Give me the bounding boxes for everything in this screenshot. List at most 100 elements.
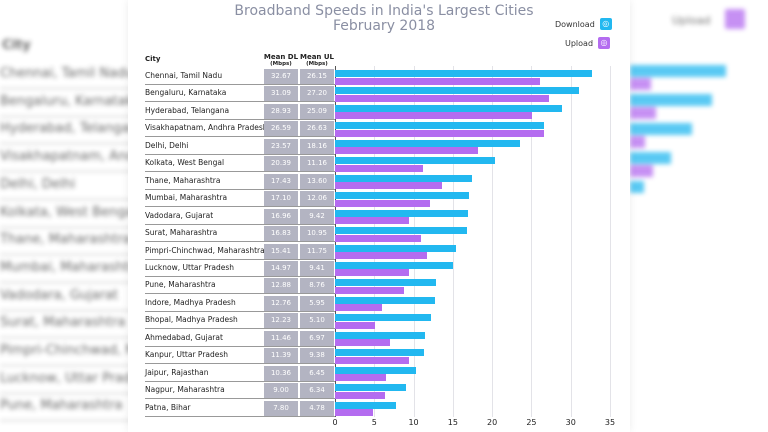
ul-value: 11.16	[300, 156, 334, 172]
dl-value: 20.39	[264, 156, 298, 172]
city-label: Pune, Maharashtra	[145, 280, 216, 290]
ul-value: 6.34	[300, 383, 334, 399]
download-bar	[335, 331, 426, 339]
city-label: Pimpri-Chinchwad, Maharashtra	[145, 245, 265, 255]
bg-city-label: Hyderabad, Telangana	[0, 117, 133, 145]
upload-bar	[335, 147, 478, 155]
table-row: Surat, Maharashtra 16.83 10.95	[145, 225, 335, 243]
gridline	[610, 66, 611, 417]
upload-bar	[335, 391, 385, 399]
dl-value: 11.46	[264, 330, 298, 346]
upload-bar	[335, 94, 549, 102]
ul-value: 9.38	[300, 348, 334, 364]
download-bar	[335, 192, 470, 200]
dl-value: 11.39	[264, 348, 298, 364]
ul-value: 25.09	[300, 103, 334, 119]
city-label: Visakhapatnam, Andhra Pradesh	[145, 123, 268, 133]
upload-bar	[335, 77, 541, 85]
download-bar	[335, 384, 406, 392]
bg-city-label: Pimpri-Chinchwad, Maharashtra	[0, 339, 133, 366]
upload-bar	[335, 164, 423, 172]
dl-value: 31.09	[264, 86, 298, 102]
dl-value: 12.88	[264, 278, 298, 294]
legend-download-label: Download	[555, 19, 595, 29]
upload-bar	[335, 286, 404, 294]
dl-value: 23.57	[264, 138, 298, 154]
table-row: Jaipur, Rajasthan 10.36 6.45	[145, 365, 335, 382]
table-row: Pune, Maharashtra 12.88 8.76	[145, 277, 335, 295]
upload-bar	[335, 182, 442, 190]
table-row: Nagpur, Maharashtra 9.00 6.34	[145, 382, 335, 400]
dl-value: 17.43	[264, 173, 298, 189]
upload-bar	[335, 234, 422, 242]
x-tick-label: 25	[526, 418, 537, 427]
table-row: Patna, Bihar 7.80 4.78	[145, 400, 335, 417]
chart-title: Broadband Speeds in India's Largest Citi…	[234, 3, 534, 19]
ul-value: 4.78	[300, 400, 334, 416]
table-row: Chennai, Tamil Nadu 32.67 26.15	[145, 68, 335, 85]
upload-bar	[335, 374, 386, 382]
city-label: Chennai, Tamil Nadu	[145, 71, 223, 80]
ul-value: 26.63	[300, 121, 334, 137]
city-label: Vadodara, Gujarat	[145, 210, 214, 220]
dl-value: 14.97	[264, 260, 298, 276]
table-row: Delhi, Delhi 23.57 18.16	[145, 138, 335, 155]
download-bar	[335, 401, 397, 409]
bg-upload-swatch	[725, 9, 745, 29]
bg-city-label: Pune, Maharashtra	[0, 394, 133, 422]
upload-bar	[335, 129, 545, 137]
gridline	[531, 66, 533, 417]
legend-upload-label: Upload	[565, 38, 594, 48]
chart-subtitle: February 2018	[332, 18, 436, 34]
city-label: Kanpur, Uttar Pradesh	[145, 350, 229, 360]
city-label: Jaipur, Rajasthan	[145, 367, 209, 377]
city-label: Ahmedabad, Gujarat	[145, 332, 223, 342]
bg-city-label: Delhi, Delhi	[0, 173, 133, 200]
table-row: Bhopal, Madhya Pradesh 12.23 5.10	[145, 312, 335, 330]
bg-upload-bar	[630, 136, 646, 148]
dl-value: 15.41	[264, 243, 298, 259]
bg-download-bar	[630, 65, 727, 77]
city-label: Surat, Maharashtra	[145, 228, 218, 238]
ul-value: 10.95	[300, 226, 334, 242]
x-tick-label: 15	[447, 418, 458, 427]
table-row: Thane, Maharashtra 17.43 13.60	[145, 173, 335, 190]
bg-city-label: Lucknow, Uttar Pradesh	[0, 367, 133, 394]
download-icon: ◎	[599, 18, 612, 30]
download-bar	[335, 314, 432, 322]
bg-city-label: Visakhapatnam, Andhra Pradesh	[0, 145, 133, 173]
table-row: Ahmedabad, Gujarat 11.46 6.97	[145, 330, 335, 347]
dl-value: 26.59	[264, 121, 298, 137]
legend-download: Download ◎	[555, 18, 612, 30]
ul-value: 27.20	[300, 86, 334, 102]
ul-value: 5.95	[300, 295, 334, 311]
download-bar	[335, 104, 563, 112]
bg-upload-bar	[630, 107, 656, 119]
ul-value: 18.16	[300, 138, 334, 154]
table-row: Vadodara, Gujarat 16.96 9.42	[145, 208, 335, 225]
city-label: Indore, Madhya Pradesh	[145, 297, 236, 307]
header-ul-unit: (Mbps)	[306, 61, 328, 67]
city-label: Thane, Maharashtra	[145, 175, 221, 185]
bg-download-bar	[630, 152, 672, 164]
dl-value: 16.83	[264, 226, 298, 242]
bg-download-bar	[630, 181, 645, 193]
download-bar	[335, 227, 468, 235]
bg-upload-bar	[630, 78, 651, 90]
city-label: Nagpur, Maharashtra	[145, 385, 225, 395]
table-row: Lucknow, Uttar Pradesh 14.97 9.41	[145, 260, 335, 277]
download-bar	[335, 279, 437, 287]
ul-value: 6.45	[300, 365, 334, 381]
gridline	[452, 66, 454, 417]
bg-legend-upload: Upload	[672, 14, 711, 27]
city-label: Patna, Bihar	[145, 402, 191, 412]
ul-value: 9.42	[300, 208, 334, 224]
download-bar	[335, 174, 472, 182]
table-row: Bengaluru, Karnataka 31.09 27.20	[145, 85, 335, 103]
download-bar	[335, 366, 417, 374]
city-label: Hyderabad, Telangana	[145, 105, 230, 115]
x-tick-label: 0	[332, 418, 338, 427]
city-label: Mumbai, Maharashtra	[145, 193, 228, 203]
header-dl-label: Mean DL	[263, 53, 299, 61]
